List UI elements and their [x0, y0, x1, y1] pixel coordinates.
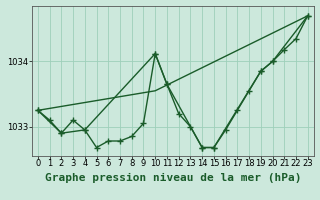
X-axis label: Graphe pression niveau de la mer (hPa): Graphe pression niveau de la mer (hPa) [44, 173, 301, 183]
